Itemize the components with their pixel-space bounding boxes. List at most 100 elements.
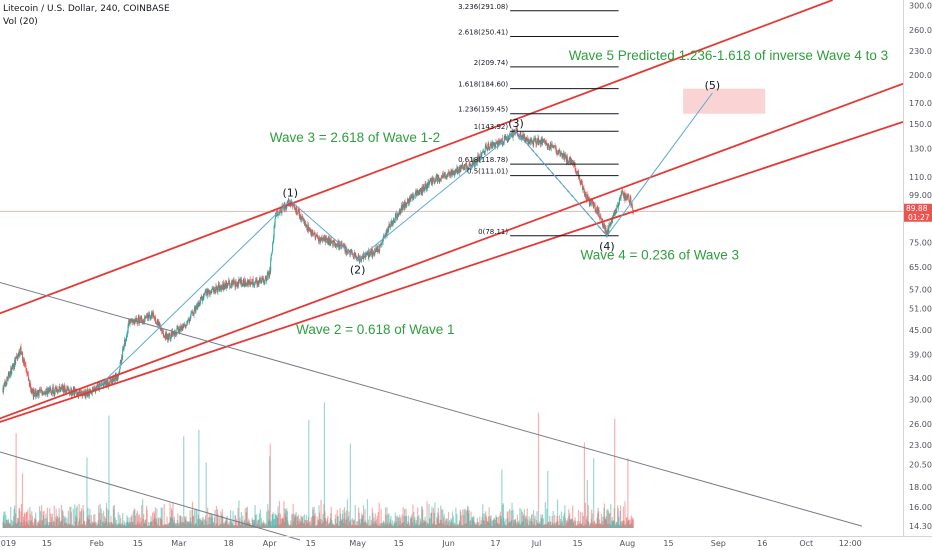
volume-bar (290, 525, 292, 528)
volume-bar (554, 515, 556, 528)
candle-body (338, 240, 340, 248)
candle-body (387, 228, 389, 232)
volume-bar (473, 521, 476, 528)
volume-bar (227, 523, 229, 528)
volume-bar (381, 522, 383, 528)
volume-bar (474, 524, 476, 528)
volume-bar (285, 517, 287, 528)
volume-bar (535, 520, 538, 528)
candle-body (299, 210, 301, 219)
volume-bar (47, 521, 49, 528)
volume-bar (385, 524, 388, 528)
volume-bar (90, 514, 92, 528)
volume-bar (370, 526, 372, 528)
candle-body (61, 387, 63, 388)
volume-indicator-label[interactable]: Vol (20) (3, 17, 38, 27)
volume-bar (161, 508, 163, 528)
candle-body (422, 188, 424, 193)
volume-bar (206, 521, 208, 528)
candle-body (278, 212, 280, 215)
volume-bar (535, 525, 537, 528)
volume-bar (9, 523, 11, 528)
volume-bar (279, 524, 281, 528)
volume-bar (336, 509, 338, 528)
volume-bar (328, 523, 330, 528)
candle-body (469, 163, 471, 165)
volume-bar (268, 519, 270, 528)
candle-body (621, 190, 623, 194)
volume-bar (94, 513, 96, 528)
volume-bar (141, 505, 143, 528)
candle-body (600, 216, 602, 218)
candle-body (208, 289, 210, 293)
volume-bar (494, 524, 496, 528)
candle-body (554, 145, 556, 147)
volume-bar (593, 521, 595, 528)
volume-bar (453, 522, 456, 528)
volume-bar (607, 511, 609, 528)
candle-body (332, 241, 334, 246)
time-tick-label: 15 (133, 539, 143, 548)
candle-body (478, 156, 480, 159)
candle-body (201, 297, 203, 301)
volume-bar (157, 525, 159, 528)
volume-bar (462, 509, 464, 528)
volume-bar (465, 511, 467, 528)
volume-bar (390, 515, 392, 528)
volume-bar (103, 516, 106, 528)
candle-body (157, 319, 159, 324)
candle-body (400, 207, 402, 214)
volume-bar (57, 516, 59, 528)
chart-pane[interactable] (0, 0, 903, 550)
candle-body (249, 279, 251, 284)
time-tick-label: 15 (306, 539, 316, 548)
candle-body (594, 205, 596, 212)
volume-bar (164, 523, 166, 528)
candle-body (232, 283, 234, 286)
volume-bar (274, 518, 276, 528)
candle-body (381, 243, 383, 245)
volume-bar (169, 517, 172, 528)
volume-bar (258, 519, 260, 528)
volume-bar (270, 520, 272, 528)
volume-bar (182, 522, 184, 528)
volume-bar (13, 508, 15, 528)
candle-body (211, 289, 213, 294)
volume-bar (316, 525, 318, 528)
candle-body (139, 318, 141, 323)
volume-bar (448, 525, 450, 528)
candle-body (626, 194, 628, 200)
volume-bar (164, 524, 166, 528)
candle-body (467, 167, 469, 169)
candle-body (3, 383, 5, 385)
volume-bar (337, 515, 339, 528)
candle-body (337, 242, 339, 245)
volume-bar (480, 520, 482, 528)
candle-body (257, 284, 259, 286)
volume-bar (183, 436, 185, 528)
candle-body (582, 188, 584, 190)
volume-bar (68, 523, 70, 528)
volume-bar (211, 515, 214, 528)
volume-bar (440, 520, 442, 528)
volume-bar (307, 523, 309, 528)
candle-body (150, 317, 151, 320)
candle-body (273, 236, 275, 242)
volume-bar (248, 520, 250, 528)
volume-bar (308, 522, 310, 528)
volume-bar (489, 519, 492, 528)
candle-body (129, 319, 131, 324)
volume-bar (572, 522, 574, 528)
volume-bar (567, 518, 569, 528)
candle-body (437, 176, 439, 182)
candle-body (503, 141, 505, 143)
volume-bar (453, 524, 455, 528)
candle-body (118, 372, 120, 374)
volume-bar (583, 525, 585, 528)
volume-bar (275, 514, 278, 528)
candle-body (67, 388, 69, 391)
candle-body (361, 256, 363, 259)
volume-bar (98, 512, 100, 528)
candle-body (575, 169, 577, 171)
